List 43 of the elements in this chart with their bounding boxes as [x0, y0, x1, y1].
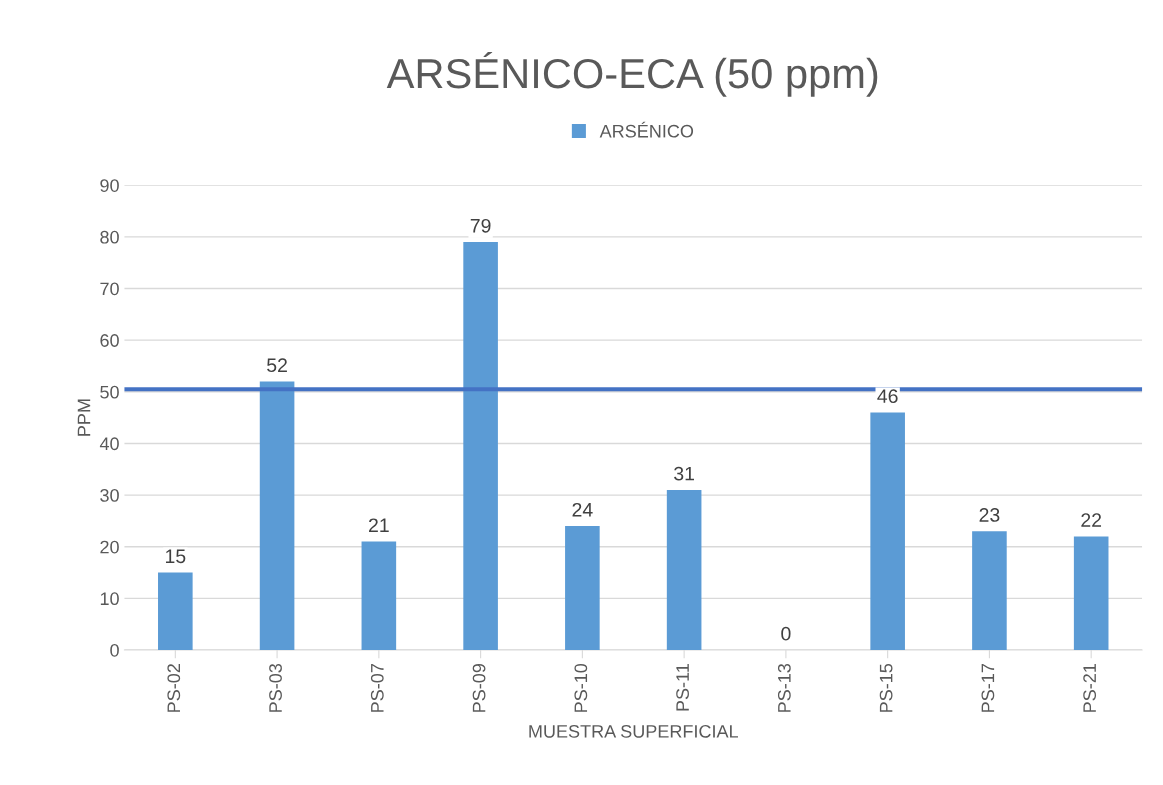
data-label: 21: [369, 518, 389, 532]
data-label: 79: [470, 218, 491, 233]
x-tick-label: PS-09: [472, 664, 486, 712]
y-tick-label: 0: [110, 643, 119, 657]
x-tick-label: PS-17: [981, 664, 995, 712]
x-tick-label: PS-02: [167, 664, 181, 712]
bar: [158, 572, 193, 650]
y-axis-title: PPM: [77, 399, 91, 436]
x-tick-label: PS-11: [676, 664, 689, 711]
data-label: 22: [1081, 513, 1102, 527]
data-label: 31: [674, 466, 694, 481]
y-tick-label: 50: [100, 385, 119, 399]
x-tick-label: PS-03: [269, 663, 282, 712]
y-tick-label: 80: [100, 230, 119, 244]
bar: [463, 242, 498, 650]
bar: [565, 526, 600, 650]
x-tick-label: PS-10: [574, 663, 588, 712]
bar: [666, 489, 702, 650]
y-tick-label: 20: [100, 540, 119, 554]
x-axis-title: MUESTRA SUPERFICIAL: [529, 724, 738, 738]
y-tick-label: 90: [100, 179, 119, 192]
x-tick-label: PS-15: [879, 663, 893, 712]
bar: [1073, 536, 1109, 650]
y-tick-label: 60: [100, 334, 119, 347]
data-label: 24: [572, 502, 593, 517]
bar: [259, 381, 295, 650]
x-tick-label: PS-13: [777, 663, 791, 712]
bar: [361, 541, 397, 650]
data-label: 52: [267, 358, 287, 373]
y-tick-label: 30: [100, 489, 119, 502]
legend-label: ARSÉNICO: [599, 121, 694, 138]
data-label: 0: [781, 626, 791, 641]
x-tick-label: PS-21: [1083, 664, 1097, 712]
y-tick-label: 10: [100, 592, 119, 606]
bar: [972, 531, 1007, 650]
bar: [870, 412, 905, 650]
data-label: 15: [165, 549, 186, 564]
data-label: 23: [979, 508, 1000, 522]
y-tick-label: 40: [99, 437, 119, 451]
x-tick-label: PS-07: [370, 664, 384, 712]
chart-title: ARSÉNICO-ECA (50 ppm): [386, 51, 878, 97]
y-tick-label: 70: [100, 282, 119, 296]
data-label: 46: [877, 389, 898, 404]
